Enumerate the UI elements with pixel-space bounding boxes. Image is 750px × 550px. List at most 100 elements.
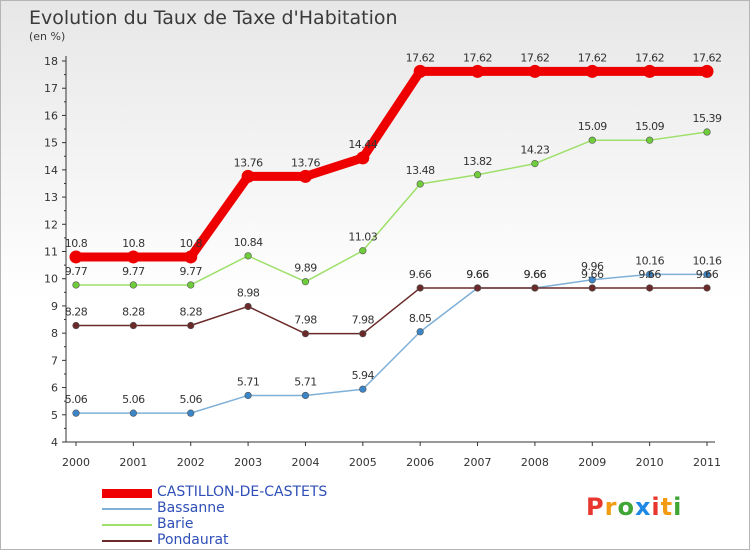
data-point <box>588 284 596 292</box>
data-label: 9.66 <box>524 268 547 281</box>
data-point <box>646 136 654 144</box>
data-label: 5.71 <box>294 375 317 388</box>
data-label: 17.62 <box>578 51 607 64</box>
data-label: 9.77 <box>179 265 202 278</box>
y-tick-label: 11 <box>44 246 58 259</box>
y-tick-label: 14 <box>44 164 58 177</box>
data-point <box>359 247 367 255</box>
x-tick-label: 2004 <box>291 456 319 469</box>
data-point <box>643 64 657 78</box>
data-point <box>528 64 542 78</box>
legend-swatch <box>102 524 152 526</box>
data-label: 9.66 <box>638 268 661 281</box>
data-point <box>129 409 137 417</box>
data-label: 10.8 <box>122 237 145 250</box>
legend-swatch <box>102 540 152 542</box>
legend-swatch <box>102 488 152 498</box>
data-point <box>187 321 195 330</box>
data-label: 11.03 <box>348 231 377 244</box>
data-label: 15.09 <box>578 120 607 133</box>
data-label: 7.98 <box>294 314 317 327</box>
y-tick-label: 10 <box>44 273 58 286</box>
data-label: 10.16 <box>693 254 722 267</box>
y-tick-label: 7 <box>51 354 58 367</box>
data-label: 13.76 <box>234 156 263 169</box>
data-point <box>703 270 711 278</box>
data-point <box>301 278 310 286</box>
legend-label: CASTILLON-DE-CASTETS <box>157 484 328 500</box>
x-tick-label: 2002 <box>177 456 205 469</box>
data-label: 10.84 <box>234 236 263 249</box>
legend-label: Pondaurat <box>157 532 229 548</box>
x-tick-label: 2000 <box>62 456 90 469</box>
data-point <box>473 284 482 292</box>
data-label: 8.28 <box>122 306 145 319</box>
data-label: 8.05 <box>409 312 432 325</box>
data-point <box>298 169 312 183</box>
data-label: 9.66 <box>696 268 719 281</box>
x-tick-label: 2008 <box>521 456 549 469</box>
data-label: 8.28 <box>65 306 88 319</box>
data-label: 9.66 <box>466 268 489 281</box>
y-tick-label: 6 <box>51 382 58 395</box>
y-tick-label: 18 <box>44 55 58 68</box>
data-label: 8.98 <box>237 286 260 299</box>
data-point <box>646 284 654 292</box>
legend-swatch <box>102 508 152 510</box>
data-point <box>72 281 80 289</box>
data-label: 9.96 <box>581 260 604 273</box>
data-point <box>471 64 485 78</box>
data-point <box>585 64 599 78</box>
data-point <box>703 128 711 136</box>
data-point <box>126 250 140 264</box>
legend-label: Bassanne <box>157 500 225 516</box>
data-point <box>301 330 310 338</box>
data-point <box>588 136 596 144</box>
data-label: 17.62 <box>463 51 492 64</box>
data-label: 13.76 <box>291 156 320 169</box>
data-point <box>72 409 80 417</box>
data-point <box>416 328 424 336</box>
data-label: 9.77 <box>122 265 145 278</box>
data-point <box>244 391 252 400</box>
series-line-pondaurat <box>76 287 707 335</box>
series-line-bassanne <box>76 273 707 414</box>
y-tick-label: 4 <box>51 436 58 449</box>
data-label: 10.8 <box>179 237 202 250</box>
y-tick-label: 12 <box>44 218 58 231</box>
data-label: 13.48 <box>406 164 435 177</box>
data-label: 10.16 <box>635 254 664 267</box>
data-point <box>531 159 539 168</box>
data-label: 15.09 <box>635 120 664 133</box>
data-point <box>356 151 370 165</box>
data-point <box>184 250 198 264</box>
x-tick-label: 2011 <box>693 456 721 469</box>
data-label: 7.98 <box>352 314 375 327</box>
data-point <box>301 391 310 400</box>
data-label: 9.66 <box>409 268 432 281</box>
data-point <box>531 284 539 292</box>
data-label: 17.62 <box>693 51 722 64</box>
data-point <box>72 321 80 330</box>
data-point <box>244 302 252 311</box>
data-label: 10.8 <box>65 237 88 250</box>
data-point <box>588 276 596 284</box>
x-tick-label: 2001 <box>119 456 147 469</box>
data-label: 5.06 <box>65 393 88 406</box>
data-label: 15.39 <box>693 112 722 125</box>
data-point <box>187 409 195 417</box>
data-label: 5.71 <box>237 375 260 388</box>
data-point <box>359 330 367 338</box>
data-point <box>359 385 367 393</box>
data-point <box>703 284 711 292</box>
data-point <box>129 321 137 330</box>
x-tick-label: 2010 <box>636 456 664 469</box>
data-label: 8.28 <box>179 306 202 319</box>
data-label: 9.77 <box>65 265 88 278</box>
data-point <box>700 64 714 78</box>
y-tick-label: 15 <box>44 137 58 150</box>
x-tick-label: 2007 <box>464 456 492 469</box>
data-label: 9.66 <box>466 268 489 281</box>
